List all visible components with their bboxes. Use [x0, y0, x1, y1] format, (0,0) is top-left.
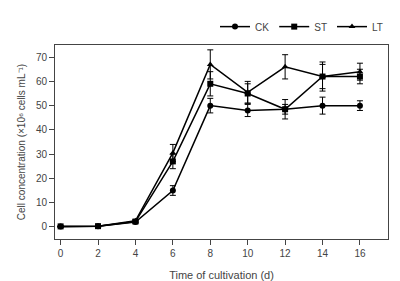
svg-text:30: 30: [36, 149, 48, 160]
svg-text:LT: LT: [372, 22, 383, 33]
svg-text:50: 50: [36, 100, 48, 111]
svg-text:8: 8: [207, 248, 213, 259]
svg-text:10: 10: [242, 248, 254, 259]
svg-text:2: 2: [95, 248, 101, 259]
svg-text:4: 4: [133, 248, 139, 259]
svg-text:10: 10: [36, 197, 48, 208]
svg-text:70: 70: [36, 52, 48, 63]
svg-text:Time of cultivation (d): Time of cultivation (d): [169, 269, 274, 281]
svg-text:16: 16: [354, 248, 366, 259]
svg-text:ST: ST: [314, 22, 327, 33]
svg-text:CK: CK: [255, 22, 269, 33]
svg-text:40: 40: [36, 124, 48, 135]
svg-text:60: 60: [36, 76, 48, 87]
svg-text:14: 14: [317, 248, 329, 259]
svg-text:0: 0: [41, 221, 47, 232]
svg-text:0: 0: [58, 248, 64, 259]
svg-text:6: 6: [170, 248, 176, 259]
svg-text:12: 12: [280, 248, 292, 259]
svg-text:Cell concentration (×10⁶ cells: Cell concentration (×10⁶ cells mL⁻¹): [16, 64, 27, 220]
svg-text:20: 20: [36, 173, 48, 184]
